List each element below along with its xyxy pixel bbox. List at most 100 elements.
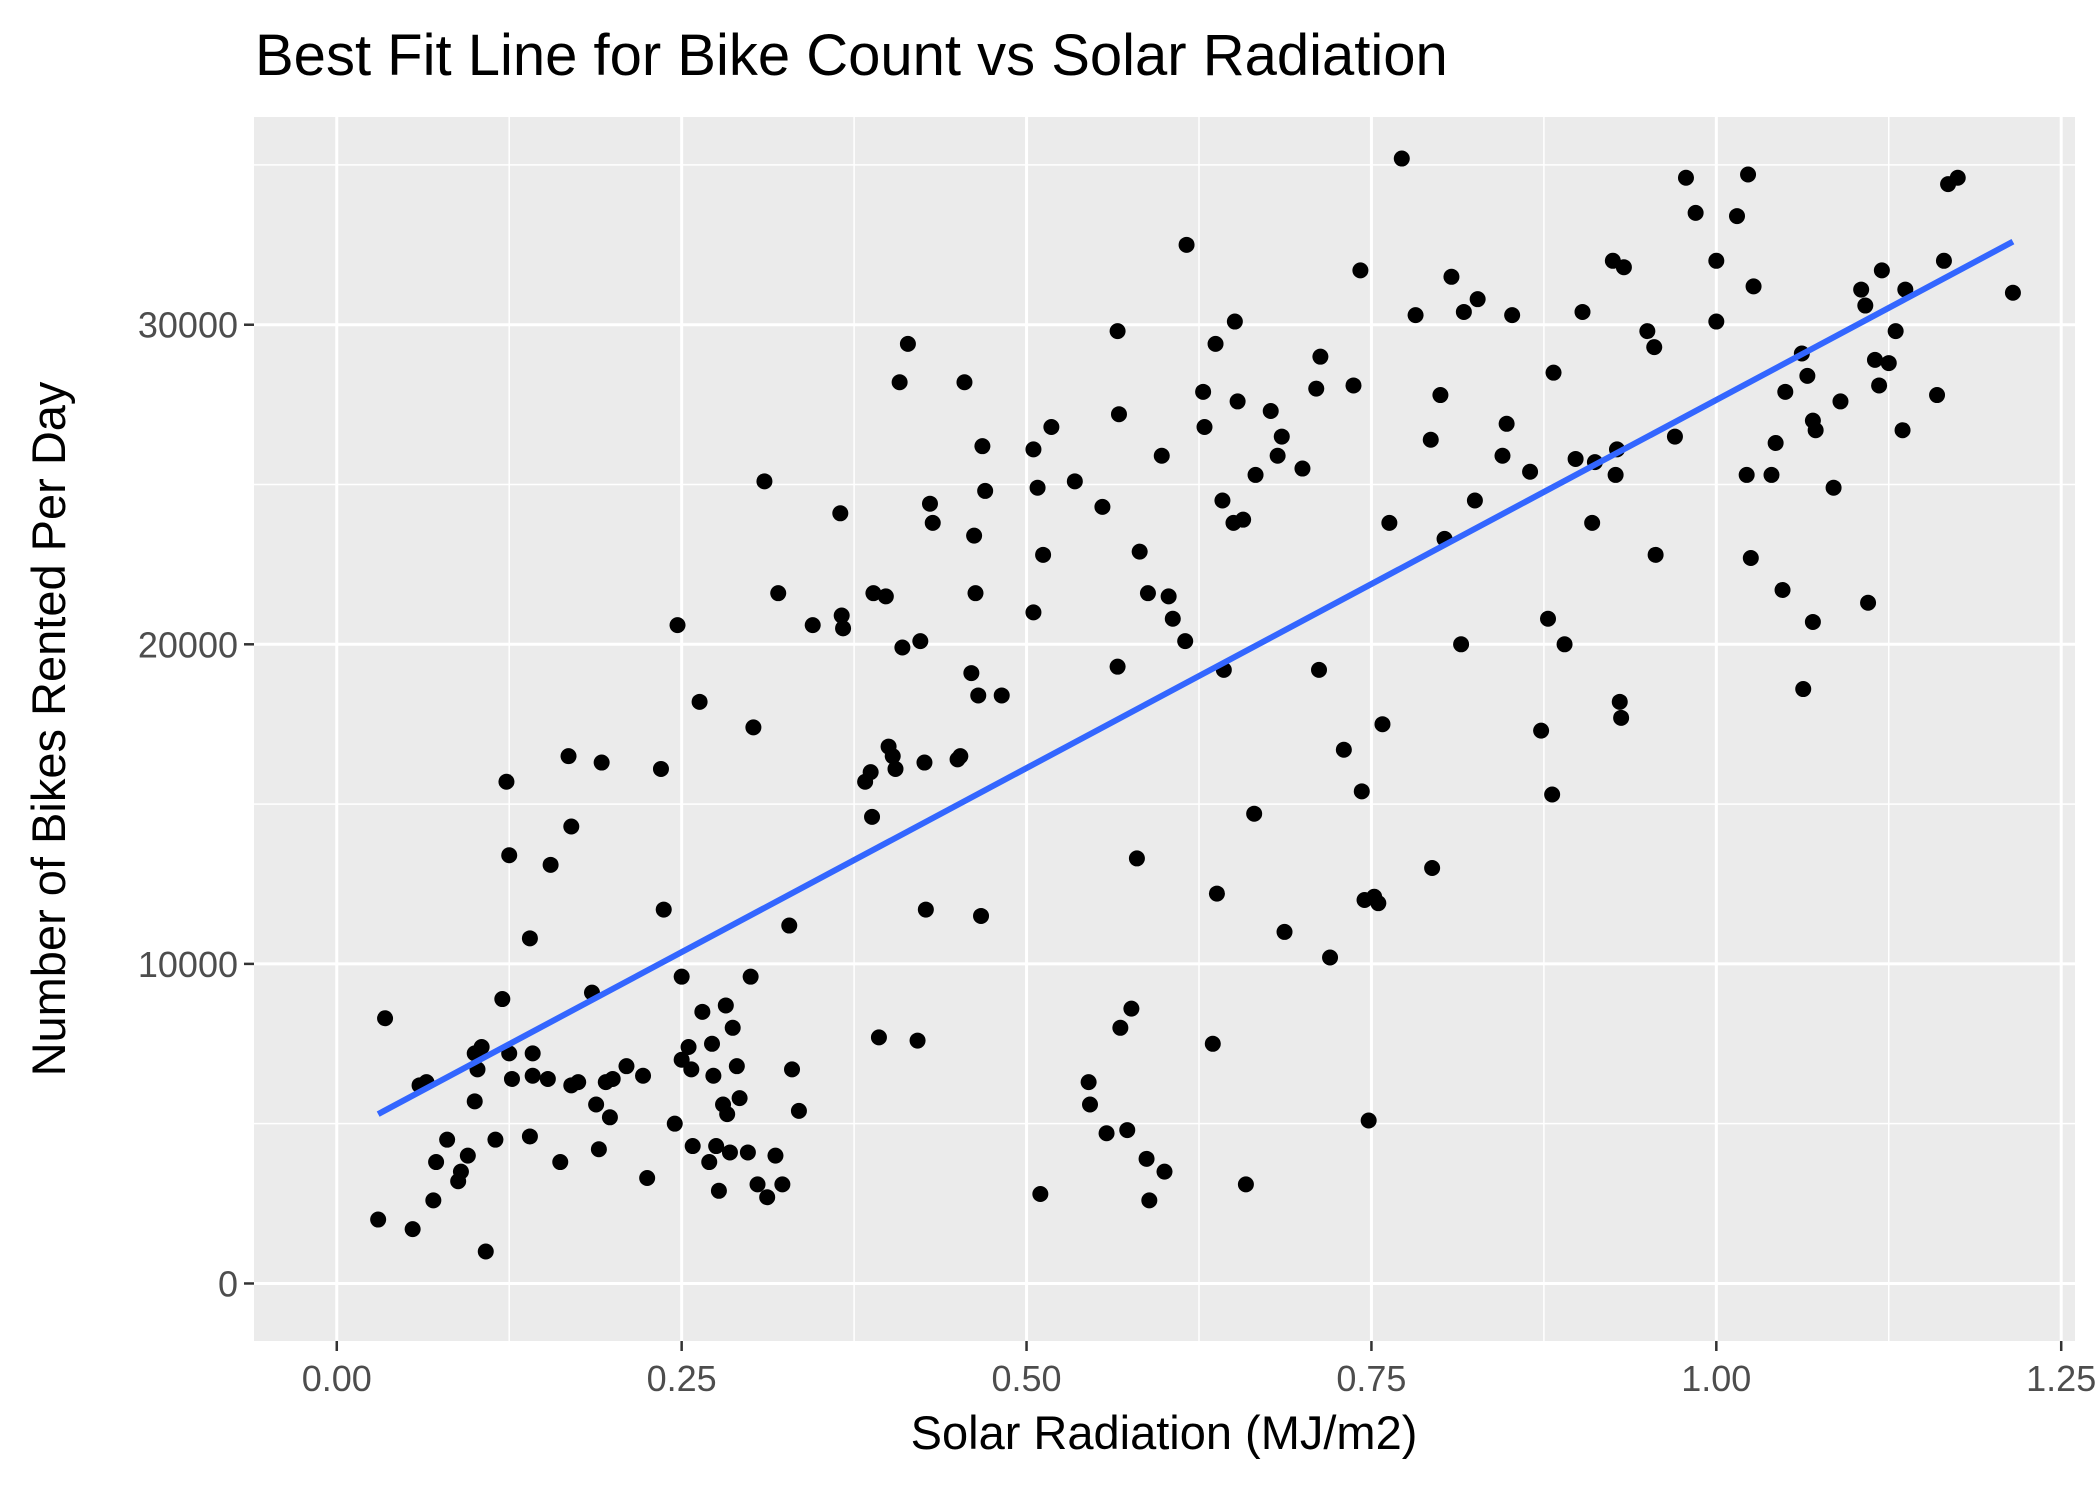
data-point (870, 1029, 887, 1046)
data-point (1767, 434, 1784, 451)
data-point (1247, 466, 1264, 483)
data-point (865, 585, 882, 602)
data-point (759, 1189, 776, 1206)
data-point (739, 1144, 756, 1161)
y-tick-label: 30000 (138, 305, 238, 346)
data-point (1311, 661, 1328, 678)
data-point (1432, 387, 1449, 404)
data-point (708, 1138, 725, 1155)
data-point (666, 1115, 683, 1132)
data-point (618, 1058, 635, 1075)
y-tick-label: 10000 (138, 944, 238, 985)
data-point (1443, 268, 1460, 285)
data-point (1294, 460, 1311, 477)
data-point (1112, 1019, 1129, 1036)
data-point (781, 917, 798, 934)
data-point (924, 514, 941, 531)
data-point (1029, 479, 1046, 496)
data-point (977, 482, 994, 499)
data-point (1177, 633, 1194, 650)
data-point (694, 1003, 711, 1020)
data-point (1708, 252, 1725, 269)
data-point (1066, 473, 1083, 490)
data-point (425, 1192, 442, 1209)
data-point (1374, 716, 1391, 733)
data-point (377, 1010, 394, 1027)
data-point (673, 968, 690, 985)
data-point (774, 1176, 791, 1193)
data-point (1110, 406, 1127, 423)
data-point (1196, 418, 1213, 435)
data-point (680, 1038, 697, 1055)
data-point (745, 719, 762, 736)
data-point (1567, 450, 1584, 467)
data-point (1269, 447, 1286, 464)
data-point (521, 1128, 538, 1145)
x-axis-title: Solar Radiation (MJ/m2) (911, 1406, 1418, 1459)
data-point (1353, 783, 1370, 800)
data-point (790, 1102, 807, 1119)
data-point (1873, 262, 1890, 279)
data-point (1164, 610, 1181, 627)
data-point (1226, 313, 1243, 330)
data-point (724, 1019, 741, 1036)
x-tick-label: 1.25 (2026, 1358, 2096, 1399)
minor-gridlines (254, 117, 2075, 1341)
data-point (1119, 1122, 1136, 1139)
data-point (1613, 709, 1630, 726)
data-point (1246, 805, 1263, 822)
data-point (1825, 479, 1842, 496)
data-point (1235, 511, 1252, 528)
data-point (833, 607, 850, 624)
data-point (439, 1131, 456, 1148)
data-point (1469, 291, 1486, 308)
data-point (1522, 463, 1539, 480)
data-point (1777, 383, 1794, 400)
data-point (1666, 428, 1683, 445)
data-point (912, 633, 929, 650)
data-point (721, 1144, 738, 1161)
data-point (1466, 492, 1483, 509)
data-point (524, 1067, 541, 1084)
data-point (684, 1138, 701, 1155)
major-gridlines (254, 117, 2075, 1341)
data-point (1141, 1192, 1158, 1209)
data-point (1207, 335, 1224, 352)
data-point (552, 1154, 569, 1171)
data-point (1453, 636, 1470, 653)
data-point (1308, 380, 1325, 397)
data-point (1109, 658, 1126, 675)
data-point (563, 818, 580, 835)
data-point (835, 620, 852, 637)
data-point (1615, 259, 1632, 276)
data-point (1424, 860, 1441, 877)
plot-panel (254, 117, 2075, 1341)
data-point (1139, 585, 1156, 602)
data-point (887, 760, 904, 777)
data-point (877, 588, 894, 605)
x-tick-label: 0.25 (647, 1358, 717, 1399)
best-fit-line (376, 238, 2015, 1117)
data-point (652, 760, 669, 777)
data-point (503, 1070, 520, 1087)
y-axis-ticks: 0 10000 20000 30000 (138, 305, 254, 1304)
data-point (701, 1154, 718, 1171)
data-point (1607, 466, 1624, 483)
data-point (1109, 323, 1126, 340)
data-point (1043, 418, 1060, 435)
data-point (1360, 1112, 1377, 1129)
data-point (1322, 949, 1339, 966)
data-point (967, 585, 984, 602)
data-point (1455, 303, 1472, 320)
data-point (452, 1163, 469, 1180)
data-point (1556, 636, 1573, 653)
data-point (1729, 208, 1746, 225)
data-point (466, 1093, 483, 1110)
data-point (428, 1154, 445, 1171)
data-point (1740, 166, 1757, 183)
data-point (1094, 498, 1111, 515)
data-point (894, 639, 911, 656)
data-point (1237, 1176, 1254, 1193)
data-point (804, 617, 821, 634)
data-point (1677, 169, 1694, 186)
